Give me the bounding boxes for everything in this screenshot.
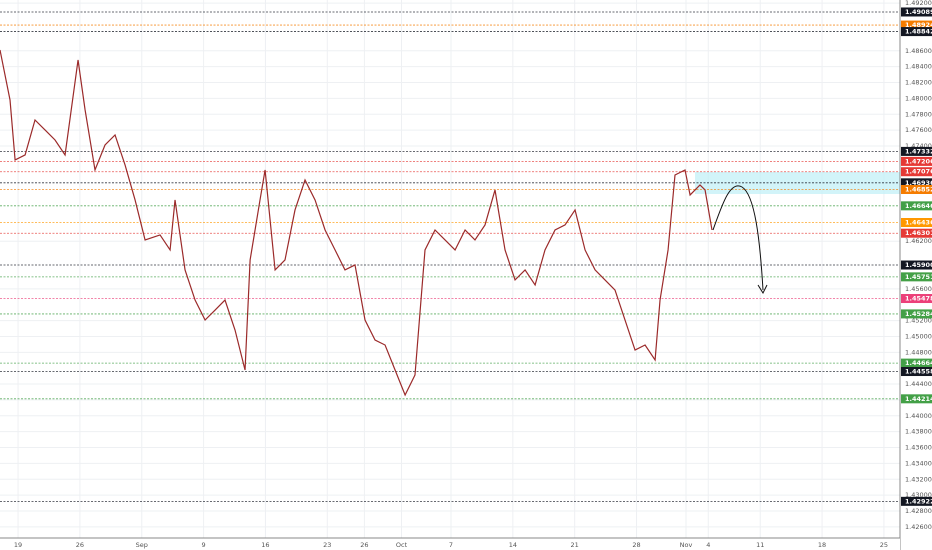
x-tick-label: 11 [756, 541, 764, 549]
level-badge [901, 156, 932, 166]
x-tick-label: 19 [14, 541, 22, 549]
x-tick-label: 25 [880, 541, 888, 549]
level-badge [901, 184, 932, 194]
level-badge [901, 367, 932, 377]
level-label: 1.45900 [905, 261, 932, 269]
level-label: 1.44558 [905, 368, 932, 376]
y-tick-label: 1.48200 [905, 79, 932, 87]
level-label: 1.46301 [905, 229, 932, 237]
y-tick-label: 1.45600 [905, 285, 932, 293]
y-tick-label: 1.43200 [905, 475, 932, 483]
x-tick-label: 9 [202, 541, 206, 549]
projection-arrow [712, 185, 764, 291]
y-tick-label: 1.47400 [905, 142, 932, 150]
level-badge [901, 358, 932, 368]
x-tick-label: 21 [571, 541, 579, 549]
level-label: 1.47076 [905, 168, 932, 176]
level-badge [901, 178, 932, 188]
x-tick-label: Nov [680, 541, 693, 549]
y-tick-label: 1.47800 [905, 110, 932, 118]
price-line [0, 49, 713, 397]
x-tick-label: 18 [818, 541, 826, 549]
level-label: 1.47206 [905, 157, 932, 165]
level-label: 1.44664 [905, 359, 932, 367]
y-tick-label: 1.44800 [905, 348, 932, 356]
level-badge [901, 394, 932, 404]
y-tick-label: 1.44400 [905, 380, 932, 388]
level-label: 1.45478 [905, 295, 932, 303]
grid [0, 0, 900, 538]
level-badge [901, 309, 932, 319]
level-label: 1.45284 [905, 310, 932, 318]
level-badge [901, 218, 932, 228]
y-tick-label: 1.42800 [905, 507, 932, 515]
y-tick-label: 1.48000 [905, 94, 932, 102]
x-tick-label: 4 [706, 541, 710, 549]
time-axis [0, 538, 900, 550]
axis-labels: 1.49200 1.48600 1.48400 1.48200 1.48000 1.478… [14, 0, 932, 549]
level-label: 1.45751 [905, 273, 932, 281]
y-tick-label: 1.48600 [905, 47, 932, 55]
y-tick-label: 1.49200 [905, 0, 932, 7]
x-tick-label: Sep [136, 541, 148, 549]
x-tick-label: Oct [396, 541, 408, 549]
y-tick-label: 1.45200 [905, 317, 932, 325]
level-badge [901, 260, 932, 270]
y-tick-label: 1.46200 [905, 237, 932, 245]
level-badge [901, 20, 932, 30]
level-badge [901, 201, 932, 211]
level-badge [901, 146, 932, 156]
level-badge [901, 496, 932, 506]
level-badge [901, 272, 932, 282]
level-label: 1.48924 [905, 21, 932, 29]
y-tick-label: 1.42600 [905, 523, 932, 531]
levels [0, 11, 900, 502]
level-badge [901, 27, 932, 37]
target-zone [695, 172, 900, 194]
level-label: 1.46646 [905, 202, 932, 210]
x-tick-label: 26 [360, 541, 368, 549]
level-label: 1.49089 [905, 8, 932, 16]
level-badge [901, 167, 932, 177]
price-series [0, 49, 713, 397]
y-tick-label: 1.44000 [905, 412, 932, 420]
level-label: 1.47332 [905, 147, 932, 155]
x-tick-label: 16 [261, 541, 269, 549]
y-tick-label: 1.43400 [905, 459, 932, 467]
x-tick-label: 14 [509, 541, 517, 549]
level-label: 1.46936 [905, 179, 932, 187]
y-tick-label: 1.43000 [905, 491, 932, 499]
x-tick-label: 7 [449, 541, 453, 549]
y-tick-label: 1.45000 [905, 332, 932, 340]
x-tick-label: 26 [76, 541, 84, 549]
level-badge [901, 228, 932, 238]
y-tick-label: 1.48400 [905, 63, 932, 71]
level-label: 1.46852 [905, 185, 932, 193]
level-label: 1.42922 [905, 497, 932, 505]
level-badge [901, 294, 932, 304]
y-tick-label: 1.43800 [905, 428, 932, 436]
level-label: 1.46436 [905, 219, 932, 227]
level-badge [901, 7, 932, 17]
level-label: 1.48842 [905, 28, 932, 36]
y-tick-label: 1.43600 [905, 444, 932, 452]
x-tick-label: 28 [632, 541, 640, 549]
arrow-head [757, 284, 768, 295]
level-label: 1.44214 [905, 395, 932, 403]
x-tick-label: 23 [323, 541, 331, 549]
y-tick-label: 1.47600 [905, 126, 932, 134]
